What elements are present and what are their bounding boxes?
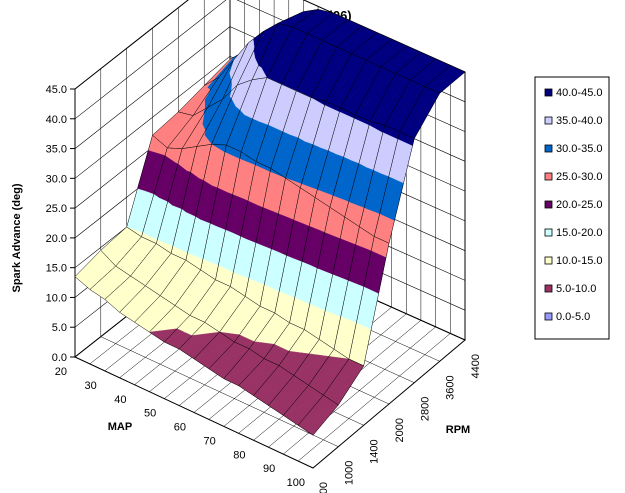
- map-tick-label: 30: [85, 380, 97, 392]
- rpm-tick-label: 3600: [445, 375, 457, 399]
- surface-cell: [156, 146, 198, 254]
- x-axis-title: MAP: [108, 421, 132, 433]
- legend-entry-label: 30.0-35.0: [556, 143, 602, 155]
- surface-cell: [244, 167, 286, 307]
- z-tick-label: 0.0: [52, 352, 67, 364]
- surface-cell: [178, 321, 221, 360]
- legend-swatch: [544, 172, 553, 181]
- surface-cell: [348, 236, 390, 367]
- surface-cell: [234, 305, 276, 350]
- legend-entry-label: 25.0-30.0: [556, 171, 602, 183]
- map-tick-label: 100: [287, 477, 305, 489]
- surface-cell: [259, 177, 301, 314]
- z-tick-label: 20.0: [46, 233, 67, 245]
- legend-entry-label: 35.0-40.0: [556, 115, 602, 127]
- surface-cell: [236, 22, 279, 86]
- z-tick-label: 10.0: [46, 292, 67, 304]
- legend-entry-label: 5.0-10.0: [556, 283, 596, 295]
- surface-cell: [148, 305, 191, 343]
- legend-swatch: [544, 116, 553, 125]
- map-tick-label: 90: [263, 463, 275, 475]
- surface-cell: [255, 83, 297, 169]
- z-tick-label: 45.0: [46, 84, 67, 96]
- surface-cell: [196, 84, 238, 147]
- surface-cell: [145, 253, 187, 297]
- legend-swatch: [544, 200, 553, 209]
- surface-cell: [285, 97, 327, 189]
- surface-cell: [204, 286, 246, 333]
- surface-cell: [170, 143, 212, 261]
- surface-cell: [270, 90, 312, 179]
- surface-cell: [141, 147, 183, 244]
- surface-cell: [297, 394, 339, 436]
- legend-entry-label: 10.0-15.0: [556, 255, 602, 267]
- legend: 40.0-45.0 35.0-40.0 30.0-35.0 25.0-30.0 20.0…: [534, 76, 610, 340]
- surface-cell: [333, 226, 375, 360]
- rpm-tick-label: 600: [318, 482, 330, 493]
- surface-cell: [282, 384, 324, 426]
- legend-swatch: [544, 256, 553, 265]
- surface-cell-outline: [297, 394, 339, 436]
- surface-cell: [318, 216, 360, 350]
- surface-cell: [163, 315, 206, 350]
- surface-cell: [192, 59, 234, 116]
- surface-cell: [399, 86, 441, 139]
- surface-cell: [207, 42, 249, 109]
- surface-cell: [289, 197, 331, 330]
- map-tick-label: 50: [144, 408, 156, 420]
- surface-cell: [373, 131, 415, 244]
- legend-swatch: [544, 144, 553, 153]
- surface-cell: [226, 77, 268, 153]
- surface-cell: [295, 39, 337, 98]
- surface-cell: [304, 206, 345, 340]
- surface-cell: [126, 134, 168, 238]
- rpm-gridline: [100, 68, 339, 447]
- z-tick-label: 5.0: [52, 322, 67, 334]
- surface-cell: [424, 65, 466, 94]
- surface-cell: [263, 322, 305, 366]
- z-tick-label: 35.0: [46, 144, 67, 156]
- surface-cell: [314, 107, 356, 208]
- surface-cell: [274, 187, 316, 324]
- legend-entry-label: 40.0-45.0: [556, 87, 602, 99]
- z-axis-title: Spark Advance (deg): [11, 183, 23, 292]
- legend-swatch: [544, 228, 553, 237]
- map-tick-label: 80: [233, 449, 245, 461]
- legend-entry-label: 0.0-5.0: [556, 311, 590, 323]
- surface-cell: [230, 161, 272, 297]
- rpm-tick-label: 4400: [470, 354, 482, 378]
- rpm-tick-label: 2800: [419, 397, 431, 421]
- map-tick-label: 70: [204, 435, 216, 447]
- map-tick-label: 20: [55, 366, 67, 378]
- map-tick-label: 60: [174, 422, 186, 434]
- surface-cell: [336, 25, 378, 54]
- z-tick-label: 25.0: [46, 203, 67, 215]
- z-tick-label: 40.0: [46, 114, 67, 126]
- legend-swatch: [544, 312, 553, 321]
- surface-cell: [300, 100, 341, 198]
- legend-swatch: [544, 284, 553, 293]
- rpm-tick-label: 1000: [343, 461, 355, 485]
- surface-cell: [278, 329, 320, 376]
- y-axis-title: RPM: [446, 424, 470, 436]
- legend-entry-label: 20.0-25.0: [556, 199, 602, 211]
- legend-swatch: [544, 88, 553, 97]
- surface-cell: [329, 114, 371, 218]
- axis-tick-labels: 0.0 5.0 10.0 15.0 20.0 25.0 30.0 35.0 40.0 45.0 20…: [46, 84, 482, 493]
- legend-entry-label: 15.0-20.0: [556, 227, 602, 239]
- surface-plot: [74, 9, 466, 436]
- surface-cell: [177, 77, 220, 116]
- z-tick-label: 15.0: [46, 263, 67, 275]
- surface-cell: [89, 265, 131, 300]
- surface-cell: [308, 348, 350, 396]
- surface-cell: [369, 73, 411, 126]
- surface-cell: [215, 151, 257, 287]
- rpm-tick-label: 2000: [394, 418, 406, 442]
- rpm-tick-label: 1400: [369, 439, 381, 463]
- z-tick-label: 30.0: [46, 173, 67, 185]
- surface-cell: [359, 124, 400, 237]
- map-tick-label: 40: [114, 394, 126, 406]
